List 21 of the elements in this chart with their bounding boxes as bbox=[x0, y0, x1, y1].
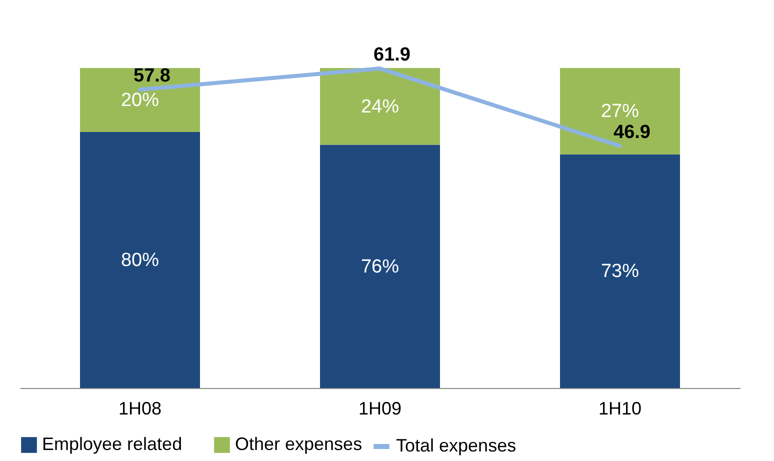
x-tick-label: 1H08 bbox=[118, 398, 162, 418]
bar bbox=[80, 68, 200, 132]
data-label: 61.9 bbox=[374, 44, 410, 66]
legend-label: Employee related bbox=[42, 434, 182, 454]
bar bbox=[320, 68, 440, 145]
data-label: 46.9 bbox=[614, 122, 650, 143]
data-label: 57.8 bbox=[134, 66, 170, 87]
data-label: 80% bbox=[120, 250, 160, 271]
legend-label: Total expenses bbox=[396, 436, 516, 456]
legend-label: Other expenses bbox=[235, 434, 362, 454]
bar bbox=[560, 68, 680, 154]
bar bbox=[560, 154, 680, 388]
data-label: 76% bbox=[360, 256, 400, 278]
data-label: 73% bbox=[600, 261, 640, 282]
data-label: 20% bbox=[120, 90, 160, 111]
bar bbox=[320, 144, 440, 388]
data-label: 24% bbox=[360, 96, 400, 118]
x-tick-label: 1H09 bbox=[358, 398, 402, 418]
x-tick-label: 1H10 bbox=[598, 398, 642, 418]
data-label: 27% bbox=[600, 101, 640, 122]
bar bbox=[80, 132, 200, 388]
